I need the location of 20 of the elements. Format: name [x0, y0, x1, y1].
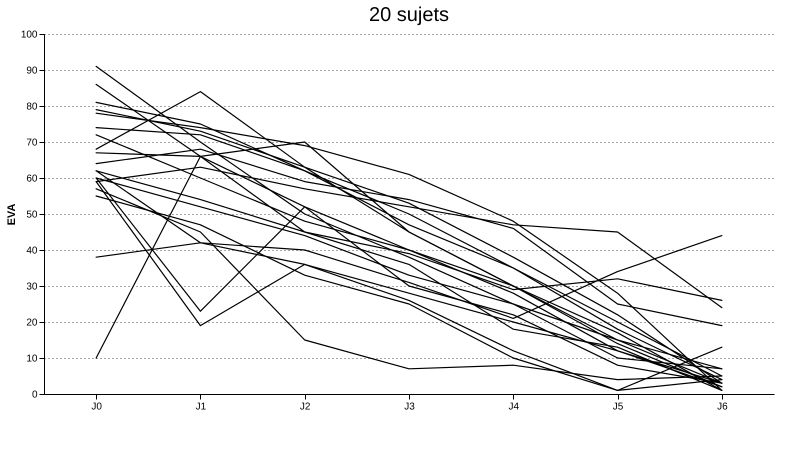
y-tick-label: 90: [26, 66, 38, 76]
y-tick-label: 0: [32, 390, 38, 400]
y-tick-label: 60: [26, 174, 38, 184]
x-tick-label: J6: [717, 402, 728, 412]
y-tick-label: 10: [26, 354, 38, 364]
y-tick-label: 70: [26, 138, 38, 148]
y-tick-label: 40: [26, 246, 38, 256]
y-tick-label: 80: [26, 102, 38, 112]
x-tick-label: J1: [196, 402, 207, 412]
y-tick-label: 100: [20, 30, 38, 40]
x-tick-label: J5: [612, 402, 624, 412]
x-tick-label: J4: [508, 402, 520, 412]
x-tick-label: J0: [91, 402, 102, 412]
y-tick-label: 30: [26, 282, 38, 292]
y-tick-label: 20: [26, 318, 38, 328]
chart-title: 20 sujets: [368, 4, 450, 26]
y-tick-label: 50: [26, 210, 38, 220]
y-axis-title: EVA: [6, 204, 18, 226]
x-tick-label: J2: [300, 402, 311, 412]
x-tick-label: J3: [404, 402, 416, 412]
